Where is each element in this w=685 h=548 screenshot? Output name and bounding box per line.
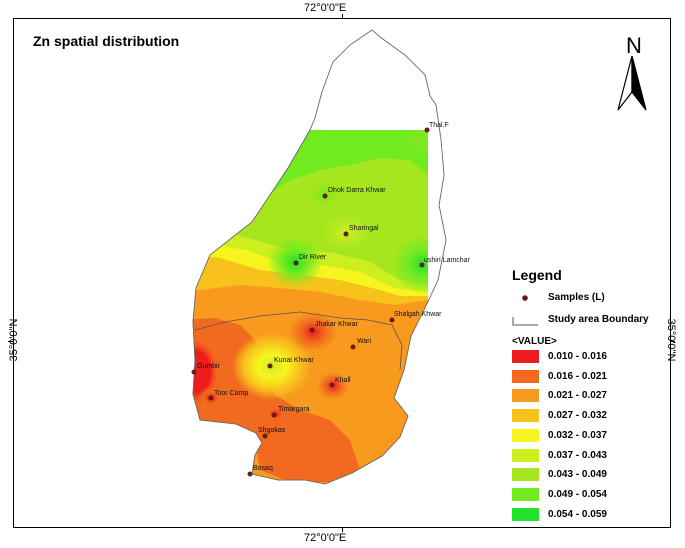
legend-class-swatch: [512, 448, 539, 462]
legend-class-row: 0.021 - 0.027: [512, 389, 662, 403]
study-area-outline: [192, 29, 447, 485]
legend-samples-entry: Samples (L): [512, 292, 672, 308]
legend-samples-label: Samples (L): [548, 292, 605, 303]
sample-wari[interactable]: Wari: [350, 338, 372, 350]
legend-class-swatch: [512, 487, 539, 501]
svg-text:Shalgah Khwar: Shalgah Khwar: [394, 311, 442, 318]
sample-gumbir[interactable]: Gumbir: [191, 363, 221, 375]
legend-class-row: 0.037 - 0.043: [512, 448, 662, 463]
legend-class-label: 0.049 - 0.054: [548, 488, 607, 500]
legend-class-label: 0.010 - 0.016: [548, 351, 607, 362]
svg-text:Bosaq: Bosaq: [253, 465, 273, 472]
sample-shalgah-khwar[interactable]: Shalgah Khwar: [389, 311, 443, 323]
sample-jhakar-khwar[interactable]: Jhakar Khwar: [309, 321, 359, 333]
legend-boundary-label: Study area Boundary: [548, 314, 649, 325]
legend-class-row: 0.016 - 0.021: [512, 369, 662, 384]
longitude-label-bottom: 72°0'0"E: [304, 532, 347, 544]
svg-text:Thal.F: Thal.F: [429, 122, 449, 129]
legend-class-swatch: [512, 389, 539, 403]
longitude-label-top: 72°0'0"E: [304, 2, 347, 14]
sample-points: Thal.F Dhok Darra Khwar Sharingal Dir Ri…: [191, 122, 471, 477]
legend-class-swatch: [512, 369, 539, 383]
sample-khall[interactable]: Khall: [329, 377, 352, 388]
svg-text:Shgokas: Shgokas: [258, 427, 286, 434]
north-letter: N: [626, 33, 642, 58]
svg-text:Sharingal: Sharingal: [349, 225, 379, 232]
svg-text:ushiri Lamchar: ushiri Lamchar: [424, 257, 471, 264]
tick-bottom: [342, 527, 343, 532]
legend-class-swatch: [512, 350, 539, 363]
svg-text:Dhok Darra Khwar: Dhok Darra Khwar: [328, 187, 386, 194]
sample-bosaq[interactable]: Bosaq: [247, 465, 273, 477]
sample-thal[interactable]: Thal.F: [424, 122, 449, 133]
district-boundary: [194, 311, 403, 371]
tick-top: [342, 14, 343, 19]
legend-class-label: 0.043 - 0.049: [548, 469, 607, 481]
legend-value-header: <VALUE>: [512, 336, 557, 347]
north-arrow-icon: [617, 56, 647, 111]
legend-class-label: 0.032 - 0.037: [548, 429, 607, 441]
legend-class-swatch: [512, 428, 539, 442]
svg-text:Khall: Khall: [335, 377, 351, 384]
svg-text:Wari: Wari: [357, 338, 372, 345]
tick-left: [8, 341, 13, 342]
legend-class-label: 0.016 - 0.021: [548, 370, 607, 382]
legend-class-row: 0.027 - 0.032: [512, 409, 662, 423]
sample-kunai-khwar[interactable]: Kunai Khwar: [267, 357, 315, 369]
legend-class-row: 0.054 - 0.059: [512, 507, 662, 522]
legend-title: Legend: [512, 267, 562, 283]
tick-right: [670, 341, 675, 342]
svg-text:Gumbir: Gumbir: [197, 363, 221, 370]
svg-text:Toor Camp: Toor Camp: [214, 390, 248, 397]
legend-class-label: 0.021 - 0.027: [548, 390, 607, 402]
svg-text:Timargara: Timargara: [278, 406, 310, 413]
legend-class-row: 0.049 - 0.054: [512, 487, 662, 502]
sample-toor-camp[interactable]: Toor Camp: [208, 390, 249, 401]
svg-text:Kunai Khwar: Kunai Khwar: [274, 357, 314, 364]
legend-class-swatch: [512, 409, 539, 423]
svg-text:Dir River: Dir River: [299, 254, 327, 261]
sample-timargara[interactable]: Timargara: [271, 406, 310, 418]
legend-class-label: 0.054 - 0.059: [548, 508, 607, 520]
svg-text:Jhakar Khwar: Jhakar Khwar: [315, 321, 358, 328]
interpolation-raster: [193, 122, 446, 484]
map-title: Zn spatial distribution: [33, 33, 180, 49]
sample-sharingal[interactable]: Sharingal: [343, 225, 380, 237]
boundary-line-icon: [512, 317, 538, 326]
legend-class-row: 0.032 - 0.037: [512, 428, 662, 443]
sample-shgokas[interactable]: Shgokas: [258, 427, 286, 439]
sample-dhok-darra-khwar[interactable]: Dhok Darra Khwar: [322, 187, 387, 199]
legend-class-row: 0.010 - 0.016: [512, 350, 662, 364]
legend-boundary-entry: Study area Boundary: [512, 313, 672, 329]
sample-point-icon: [522, 295, 528, 301]
sample-ushiri-lamchar[interactable]: ushiri Lamchar: [419, 257, 471, 268]
legend-class-row: 0.043 - 0.049: [512, 468, 662, 482]
sample-dir-river[interactable]: Dir River: [293, 254, 327, 266]
legend-class-label: 0.037 - 0.043: [548, 449, 607, 461]
legend-class-label: 0.027 - 0.032: [548, 410, 607, 422]
legend-class-swatch: [512, 468, 539, 482]
legend-class-swatch: [512, 507, 539, 521]
